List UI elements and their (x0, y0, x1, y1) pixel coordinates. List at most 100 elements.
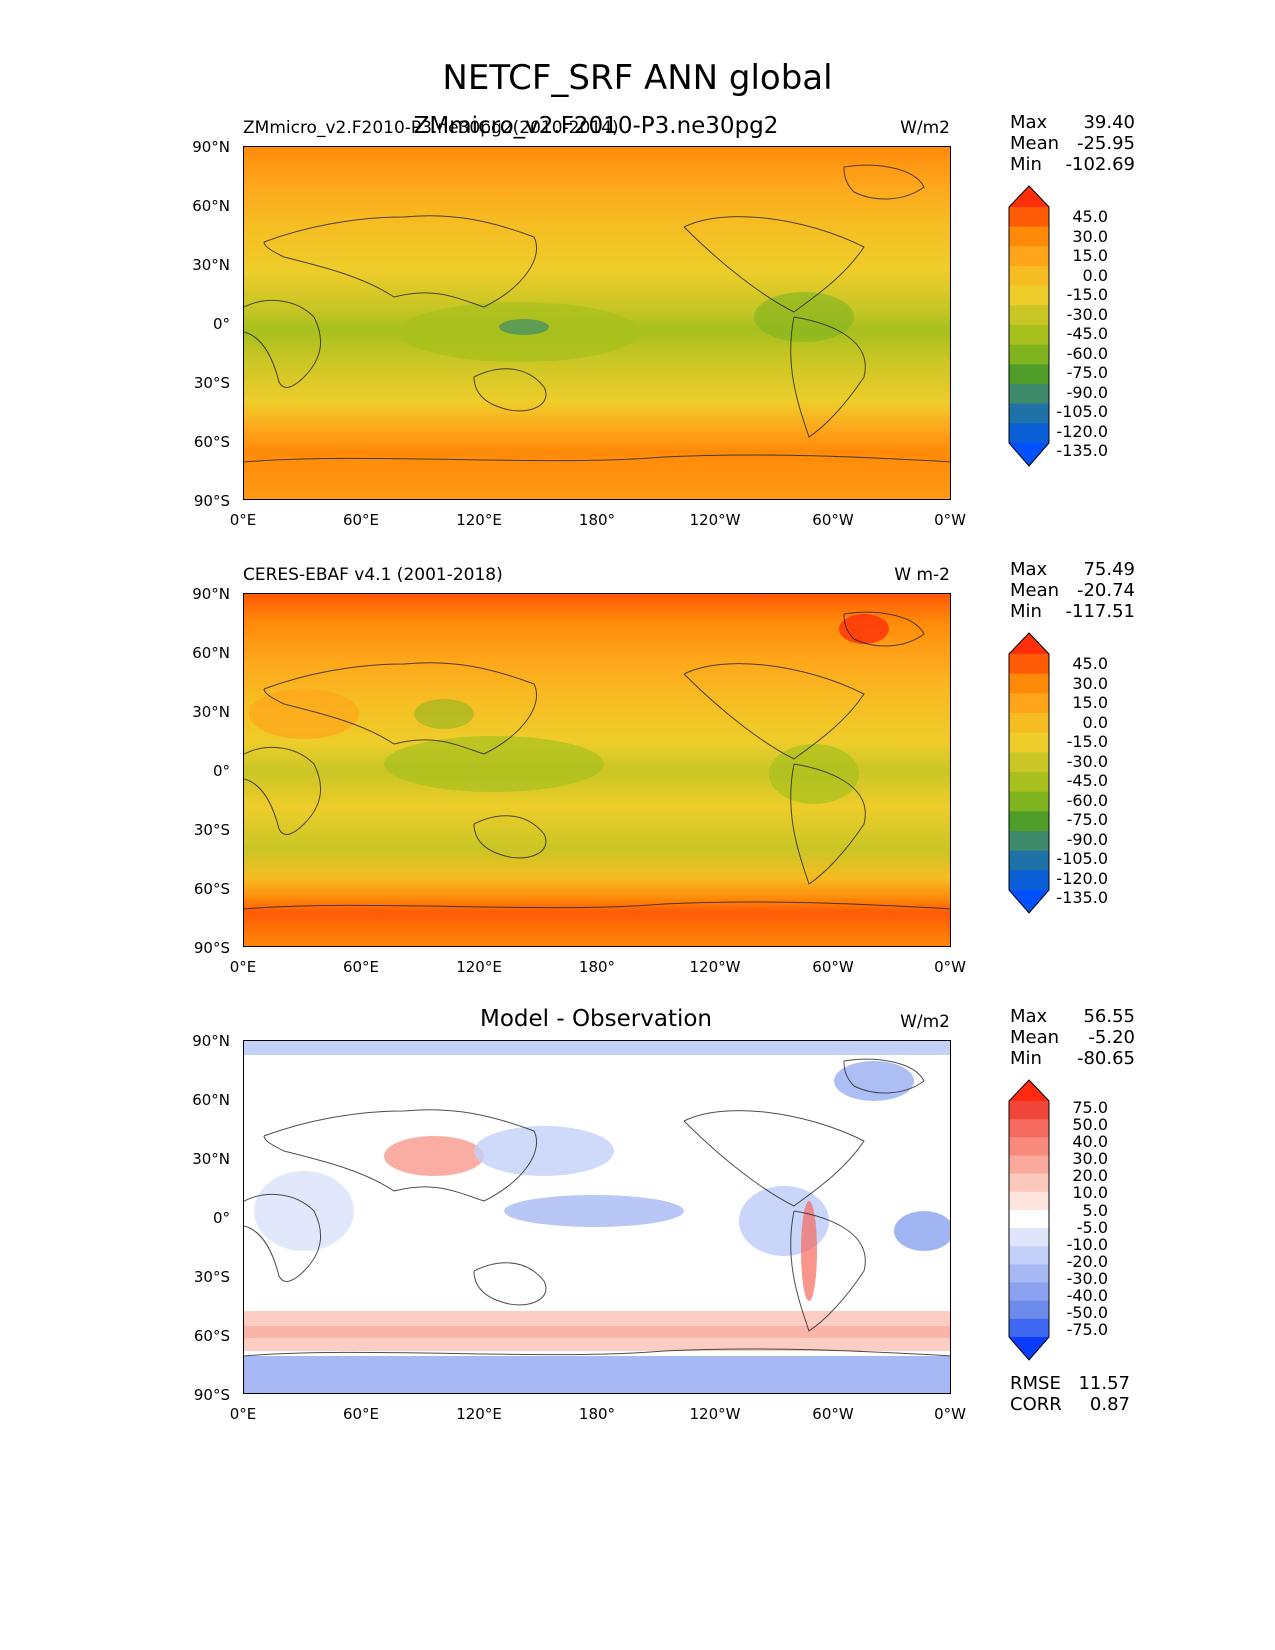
colorbar-segment (1009, 1155, 1049, 1175)
colorbar-tick-label: -60.0 (1066, 790, 1108, 810)
field-map (244, 1041, 950, 1393)
y-tick-label: 30°S (193, 374, 230, 392)
colorbar-extend-min (1009, 1337, 1049, 1360)
map-plot (243, 1040, 951, 1394)
colorbar-segment (1009, 246, 1049, 267)
colorbar-segment (1009, 870, 1049, 891)
colorbar-tick-label: -135.0 (1056, 888, 1108, 907)
y-tick-label: 90°S (193, 492, 230, 510)
stat-label: Min (1010, 601, 1042, 622)
colorbar-segment (1009, 673, 1049, 694)
colorbar-tick-label: -45.0 (1066, 771, 1108, 790)
colorbar-tick-label: -75.0 (1066, 1320, 1108, 1340)
colorbar-tick-label: 45.0 (1072, 207, 1108, 226)
colorbar (1008, 632, 1050, 914)
colorbar-segment (1009, 207, 1049, 228)
y-tick-label: 90°N (192, 585, 230, 603)
colorbar-tick-label: -15.0 (1066, 732, 1108, 751)
colorbar-segment (1009, 1300, 1049, 1320)
stats-block: Max 56.55 Mean -5.20 Min -80.65 (1010, 1006, 1135, 1069)
stat-value: 0.87 (1089, 1394, 1130, 1415)
colorbar-tick-label: -105.0 (1056, 402, 1108, 421)
stat-label: Max (1010, 1006, 1048, 1027)
colorbar-segment (1009, 1318, 1049, 1338)
colorbar-tick-labels: 45.0 30.0 15.0 0.0 -15.0 -30.0 -45.0 -60… (1046, 207, 1108, 461)
colorbar-segment (1009, 772, 1049, 793)
colorbar-tick-label: -30.0 (1066, 304, 1108, 324)
x-tick-label: 120°W (689, 511, 741, 529)
y-tick-label: 0° (212, 762, 230, 780)
colorbar-outline (1008, 185, 1050, 467)
x-tick-label: 180° (578, 1405, 616, 1423)
colorbar-tick-label: 75.0 (1072, 1098, 1108, 1117)
y-tick-label: 60°S (193, 1327, 230, 1345)
stat-label: Mean (1010, 1027, 1060, 1048)
stat-value: -20.74 (1076, 580, 1135, 601)
y-tick-label: 0° (212, 1209, 230, 1227)
stat-label: Max (1010, 112, 1048, 133)
colorbar-tick-label: 0.0 (1082, 712, 1108, 732)
figure-title: NETCF_SRF ANN global (442, 58, 833, 98)
panel-center-title: Model - Observation (479, 1006, 713, 1032)
y-tick-label: 90°N (192, 1032, 230, 1050)
colorbar-extend-max (1009, 633, 1049, 654)
colorbar-tick-label: -20.0 (1066, 1251, 1108, 1271)
colorbar-tick-label: -90.0 (1066, 382, 1108, 402)
y-tick-label: 60°N (192, 644, 230, 662)
y-tick-label: 30°N (192, 256, 230, 274)
units-label: W/m2 (900, 1012, 950, 1032)
x-tick-label: 180° (578, 511, 616, 529)
colorbar-segment (1009, 693, 1049, 714)
x-tick-label: 120°E (456, 1405, 502, 1423)
coastlines (244, 611, 950, 910)
colorbar-tick-label: -120.0 (1056, 868, 1108, 888)
stat-value: -25.95 (1076, 133, 1135, 154)
coastlines (244, 1058, 950, 1357)
x-tick-label: 0°W (934, 1405, 966, 1423)
colorbar-segment (1009, 226, 1049, 247)
stat-label: CORR (1010, 1394, 1062, 1415)
colorbar-tick-label: -50.0 (1066, 1303, 1108, 1323)
colorbar-tick-label: 15.0 (1072, 693, 1108, 712)
colorbar-tick-label: -120.0 (1056, 421, 1108, 441)
colorbar-tick-label: 40.0 (1072, 1132, 1108, 1152)
colorbar-segment (1009, 305, 1049, 326)
colorbar-segment (1009, 266, 1049, 287)
stats-block: Max 39.40 Mean -25.95 Min -102.69 (1010, 112, 1135, 175)
panel-center-title: ZMmicro_v2.F2010-P3.ne30pg2 (413, 113, 779, 139)
stat-value: -80.65 (1076, 1048, 1135, 1069)
stat-value: 75.49 (1083, 559, 1135, 580)
colorbar-tick-label: -10.0 (1066, 1234, 1108, 1254)
colorbar-segment (1009, 1209, 1049, 1229)
map-plot (243, 593, 951, 947)
x-tick-label: 60°W (812, 1405, 854, 1423)
colorbar-tick-label: 0.0 (1082, 265, 1108, 285)
y-tick-label: 90°S (193, 939, 230, 957)
y-tick-label: 90°S (193, 1386, 230, 1404)
colorbar-segment (1009, 1228, 1049, 1247)
colorbar-segment (1009, 850, 1049, 871)
colorbar-segment (1009, 364, 1049, 385)
y-tick-label: 60°N (192, 1091, 230, 1109)
stat-value: 56.55 (1083, 1006, 1135, 1027)
x-tick-label: 60°E (342, 511, 380, 529)
colorbar-segment (1009, 1137, 1049, 1156)
colorbar-tick-label: -40.0 (1066, 1286, 1108, 1306)
y-tick-label: 30°N (192, 1150, 230, 1168)
colorbar-tick-label: 50.0 (1072, 1115, 1108, 1135)
stat-label: RMSE (1010, 1373, 1061, 1394)
colorbar-tick-label: -30.0 (1066, 1268, 1108, 1288)
colorbar-tick-label: -135.0 (1056, 441, 1108, 460)
colorbar-tick-label: -90.0 (1066, 829, 1108, 849)
stat-value: -117.51 (1065, 601, 1135, 622)
colorbar-tick-label: -75.0 (1066, 810, 1108, 829)
colorbar-tick-label: 30.0 (1072, 226, 1108, 246)
x-tick-label: 120°W (689, 1405, 741, 1423)
colorbar-segment (1009, 1282, 1049, 1302)
colorbar (1008, 185, 1050, 467)
colorbar-segment (1009, 384, 1049, 405)
colorbar-tick-label: 30.0 (1072, 1149, 1108, 1169)
colorbar-tick-label: 30.0 (1072, 673, 1108, 693)
field-map (244, 147, 950, 499)
panel-left-title: CERES-EBAF v4.1 (2001-2018) (243, 565, 503, 585)
